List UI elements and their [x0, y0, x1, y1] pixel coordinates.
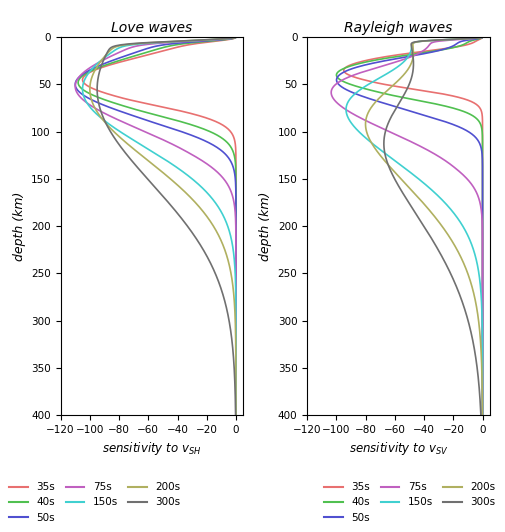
Legend: 35s, 40s, 50s, 75s, 150s, 200s, 300s: 35s, 40s, 50s, 75s, 150s, 200s, 300s — [320, 478, 500, 527]
Legend: 35s, 40s, 50s, 75s, 150s, 200s, 300s: 35s, 40s, 50s, 75s, 150s, 200s, 300s — [5, 478, 185, 527]
Y-axis label: depth (km): depth (km) — [259, 192, 272, 261]
X-axis label: sensitivity to $v_{SH}$: sensitivity to $v_{SH}$ — [103, 440, 201, 457]
Y-axis label: depth (km): depth (km) — [13, 192, 26, 261]
Title: Rayleigh waves: Rayleigh waves — [344, 21, 452, 35]
X-axis label: sensitivity to $v_{SV}$: sensitivity to $v_{SV}$ — [349, 440, 448, 457]
Title: Love waves: Love waves — [111, 21, 192, 35]
